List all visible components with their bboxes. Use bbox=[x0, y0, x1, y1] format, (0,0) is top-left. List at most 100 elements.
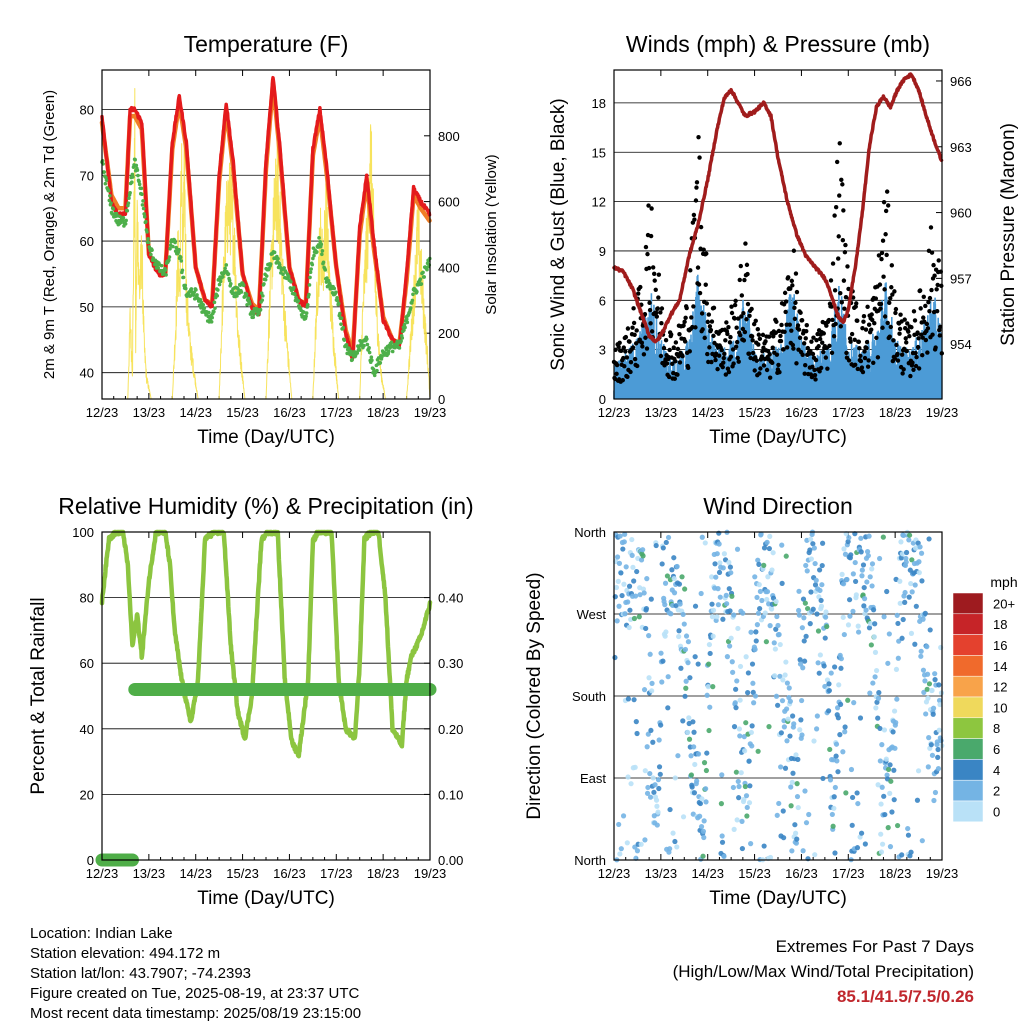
wind-direction-point bbox=[651, 789, 657, 795]
wind-direction-point bbox=[630, 564, 636, 570]
wind-direction-point bbox=[924, 671, 931, 677]
gust-point bbox=[699, 311, 705, 316]
wind-direction-point bbox=[794, 793, 801, 800]
wind-direction-point bbox=[920, 667, 927, 673]
gust-point bbox=[735, 355, 740, 361]
dewpoint-point bbox=[408, 306, 413, 310]
extremes-box: Extremes For Past 7 Days (High/Low/Max W… bbox=[673, 934, 974, 1009]
wind-direction-point bbox=[924, 686, 930, 692]
wind-direction-point bbox=[627, 607, 633, 613]
gust-point bbox=[932, 273, 937, 278]
dewpoint-point bbox=[344, 342, 349, 347]
gust-point bbox=[794, 289, 800, 295]
dewpoint-point bbox=[248, 302, 252, 306]
wind-direction-point bbox=[926, 536, 932, 542]
wind-direction-point bbox=[652, 782, 658, 788]
wind-direction-point bbox=[770, 550, 776, 556]
gust-point bbox=[741, 338, 747, 343]
panel2-xtick-label: 18/23 bbox=[879, 405, 912, 420]
gust-point bbox=[871, 360, 876, 366]
wind-direction-point bbox=[876, 555, 883, 562]
meteogram: 12/23 13/23 14/23 15/23 16/23 17/23 18/23 19/23… bbox=[28, 31, 1019, 909]
wind-direction-point bbox=[731, 826, 737, 832]
gust-point bbox=[631, 306, 636, 311]
dewpoint-point bbox=[195, 293, 199, 297]
gust-point bbox=[829, 350, 835, 356]
wind-direction-point bbox=[618, 846, 624, 852]
wind-direction-point bbox=[767, 623, 773, 629]
wind-direction-point bbox=[924, 644, 930, 650]
wind-direction-point bbox=[833, 741, 840, 747]
wind-direction-point bbox=[861, 584, 867, 591]
dewpoint-point bbox=[207, 310, 211, 315]
gust-point bbox=[911, 309, 917, 314]
gust-point bbox=[630, 325, 635, 330]
wind-direction-point bbox=[704, 692, 710, 698]
wind-direction-point bbox=[937, 701, 943, 708]
dewpoint-point bbox=[308, 270, 313, 275]
wind-direction-point bbox=[935, 766, 942, 772]
gust-point bbox=[889, 263, 895, 268]
dewpoint-point bbox=[137, 182, 142, 187]
wind-direction-point bbox=[701, 818, 707, 824]
wind-direction-point bbox=[834, 758, 840, 764]
dewpoint-point bbox=[221, 275, 225, 279]
wind-direction-point bbox=[670, 830, 676, 836]
gust-point bbox=[832, 288, 838, 293]
gust-point bbox=[866, 322, 872, 327]
dewpoint-point bbox=[217, 282, 222, 287]
gust-point bbox=[869, 312, 874, 317]
gust-point bbox=[813, 377, 818, 382]
wind-direction-point bbox=[771, 640, 777, 646]
wind-direction-point bbox=[695, 661, 701, 667]
wind-direction-point bbox=[848, 552, 854, 558]
wind-direction-point bbox=[828, 670, 834, 676]
dewpoint-point bbox=[134, 163, 139, 168]
wind-direction-point bbox=[936, 682, 942, 688]
wind-direction-point bbox=[752, 574, 758, 580]
wind-direction-point bbox=[665, 674, 671, 680]
wind-direction-point bbox=[852, 578, 859, 585]
gust-point bbox=[834, 159, 840, 165]
gust-point bbox=[652, 271, 657, 277]
wind-direction-point bbox=[724, 601, 730, 607]
gust-point bbox=[903, 336, 908, 341]
dewpoint-point bbox=[367, 345, 371, 350]
gust-point bbox=[894, 342, 899, 348]
panel3-xtick-label: 14/23 bbox=[179, 866, 212, 881]
wind-direction-point bbox=[686, 715, 692, 721]
dewpoint-point bbox=[262, 282, 266, 286]
wind-direction-point bbox=[671, 590, 678, 596]
gust-point bbox=[636, 291, 641, 296]
wind-direction-point bbox=[843, 790, 849, 796]
wind-direction-point bbox=[890, 729, 896, 735]
wind-direction-point bbox=[918, 653, 924, 659]
wind-direction-point bbox=[716, 530, 722, 536]
gust-point bbox=[709, 359, 714, 365]
wind-direction-point bbox=[799, 732, 805, 738]
wind-direction-point bbox=[727, 564, 733, 570]
gust-point bbox=[877, 282, 883, 287]
wind-direction-point bbox=[618, 570, 624, 576]
dewpoint-point bbox=[125, 209, 130, 213]
dewpoint-point bbox=[194, 288, 198, 292]
gust-point bbox=[694, 180, 700, 185]
wind-direction-point bbox=[700, 853, 706, 859]
dewpoint-point bbox=[245, 302, 249, 307]
gust-point bbox=[734, 325, 739, 330]
wind-direction-point bbox=[817, 652, 823, 658]
panel3-xtick-label: 16/23 bbox=[273, 866, 306, 881]
wind-direction-point bbox=[694, 778, 700, 784]
gust-point bbox=[888, 295, 893, 301]
wind-direction-point bbox=[917, 544, 923, 550]
wind-direction-point bbox=[879, 784, 885, 790]
gust-point bbox=[719, 347, 724, 353]
wind-direction-point bbox=[719, 833, 725, 839]
gust-point bbox=[721, 360, 726, 365]
dewpoint-point bbox=[145, 230, 149, 234]
gust-point bbox=[675, 346, 681, 352]
wind-direction-point bbox=[642, 768, 648, 774]
wind-direction-point bbox=[927, 627, 933, 633]
wind-direction-point bbox=[888, 778, 894, 784]
wind-direction-point bbox=[806, 811, 812, 818]
